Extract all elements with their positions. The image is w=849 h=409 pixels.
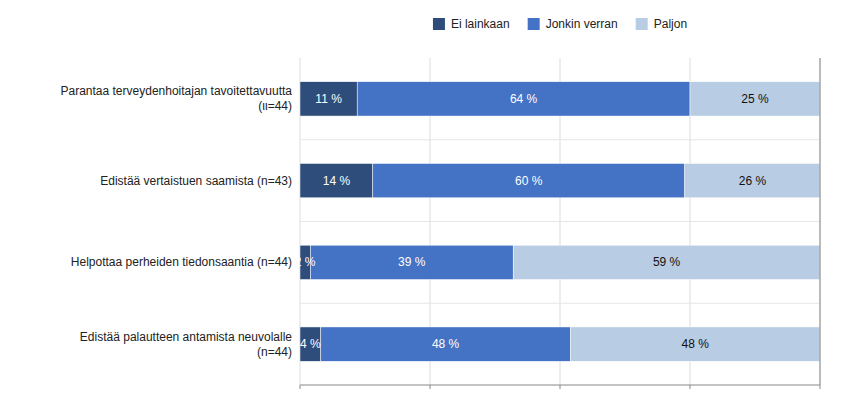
category-separator xyxy=(300,303,820,304)
data-label: 48 % xyxy=(682,337,710,351)
data-label: 4 % xyxy=(300,337,321,351)
bar xyxy=(513,245,820,279)
data-label: 11 % xyxy=(315,92,342,106)
grid-line xyxy=(820,58,821,385)
bar xyxy=(685,163,820,197)
data-label: 64 % xyxy=(510,92,538,106)
data-label: 2 % xyxy=(295,255,316,269)
category-label: Parantaa terveydenhoitajan tavoitettavuu… xyxy=(61,84,293,113)
bar xyxy=(690,82,820,116)
category-separator xyxy=(300,139,820,140)
data-label: 60 % xyxy=(515,174,543,188)
legend-swatch xyxy=(636,18,648,30)
bar xyxy=(300,327,321,361)
x-tick xyxy=(300,385,301,389)
data-label: 14 % xyxy=(323,174,351,188)
legend-swatch xyxy=(433,18,445,30)
data-label: 59 % xyxy=(653,255,681,269)
bar xyxy=(357,82,690,116)
x-tick xyxy=(430,385,431,389)
legend: Ei lainkaan Jonkin verran Paljon xyxy=(433,17,687,31)
legend-swatch xyxy=(528,18,540,30)
x-tick xyxy=(690,385,691,389)
y-tick-labels: Parantaa terveydenhoitajan tavoitettavuu… xyxy=(61,84,293,358)
legend-item: Ei lainkaan xyxy=(433,17,510,31)
category-label: Helpottaa perheiden tiedonsaantia (n=44) xyxy=(71,255,292,269)
bar xyxy=(300,163,373,197)
data-label: 48 % xyxy=(432,337,460,351)
bar xyxy=(373,163,685,197)
chart: 11 % 14 % 2 % 4 % 64 % 60 % 39 % 48 % 25 % 26 % 59… xyxy=(0,0,849,409)
bars xyxy=(300,82,820,362)
data-label: 39 % xyxy=(398,255,426,269)
category-label: Edistää vertaistuen saamista (n=43) xyxy=(100,174,292,188)
x-tick xyxy=(560,385,561,389)
legend-item: Paljon xyxy=(636,17,687,31)
bar xyxy=(321,327,571,361)
right-axis-line xyxy=(820,58,821,385)
data-label: 25 % xyxy=(741,92,769,106)
legend-item: Jonkin verran xyxy=(528,17,618,31)
bar xyxy=(300,82,357,116)
legend-label: Ei lainkaan xyxy=(451,17,510,31)
legend-label: Paljon xyxy=(654,17,687,31)
grid xyxy=(300,58,820,385)
bar xyxy=(310,245,513,279)
x-tick xyxy=(820,385,821,389)
axes xyxy=(300,58,820,389)
category-label: Edistää palautteen antamista neuvolalle(… xyxy=(80,330,292,359)
data-labels: 11 % 14 % 2 % 4 % 64 % 60 % 39 % 48 % 25 % 26 % 59… xyxy=(295,92,769,351)
data-label: 26 % xyxy=(739,174,767,188)
legend-label: Jonkin verran xyxy=(546,17,618,31)
bar xyxy=(570,327,820,361)
category-separator xyxy=(300,221,820,222)
